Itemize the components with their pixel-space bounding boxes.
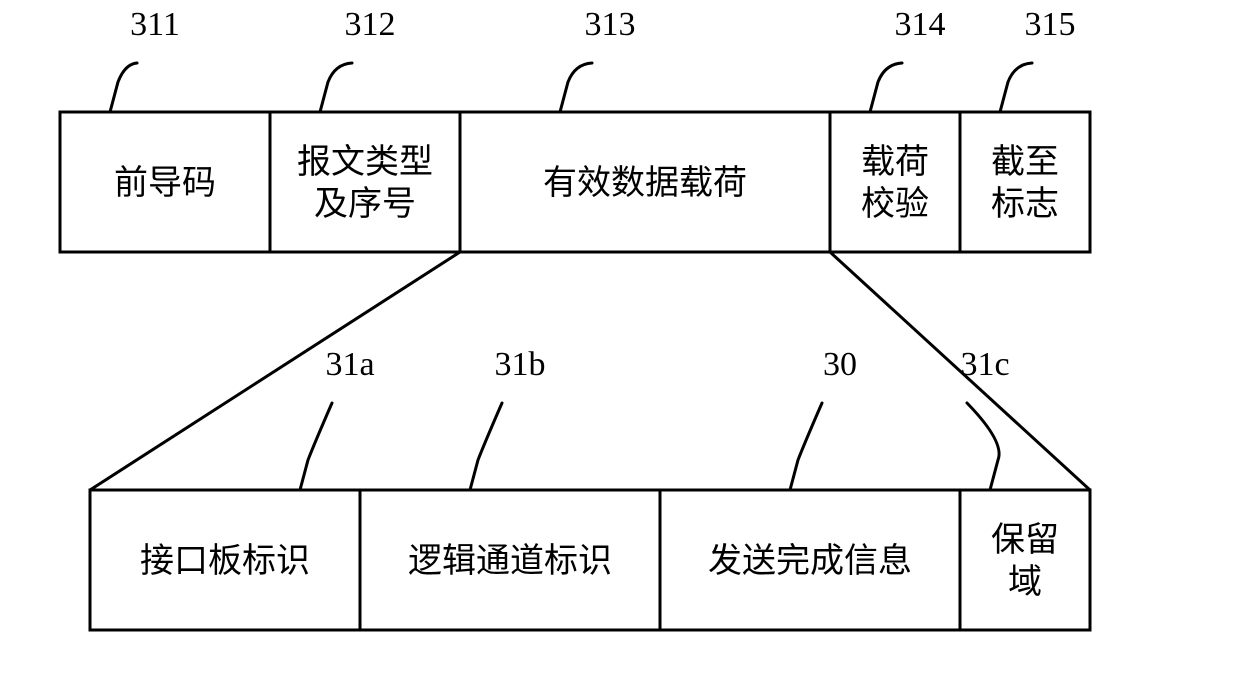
bottom-label-30: 30 bbox=[823, 346, 857, 383]
bottom-label-31b: 31b bbox=[495, 346, 546, 383]
bottom-text-31a-l0: 接口板标识 bbox=[140, 542, 310, 580]
bottom-label-31c: 31c bbox=[960, 346, 1009, 383]
bottom-callout-31a bbox=[300, 403, 332, 490]
top-callout-313 bbox=[560, 63, 592, 112]
bottom-callout-30 bbox=[790, 403, 822, 490]
top-box-312 bbox=[270, 112, 460, 252]
top-label-312: 312 bbox=[345, 6, 396, 43]
top-label-314: 314 bbox=[895, 6, 946, 43]
top-text-312-l0: 报文类型 bbox=[297, 143, 433, 181]
top-callout-314 bbox=[870, 63, 902, 112]
bottom-box-31c bbox=[960, 490, 1090, 630]
top-callout-315 bbox=[1000, 63, 1032, 112]
top-box-315 bbox=[960, 112, 1090, 252]
top-label-313: 313 bbox=[585, 6, 636, 43]
bottom-text-31c-l1: 域 bbox=[1008, 563, 1042, 601]
top-callout-312 bbox=[320, 63, 352, 112]
bottom-text-31c-l0: 保留 bbox=[991, 521, 1059, 559]
bottom-text-31b-l0: 逻辑通道标识 bbox=[408, 542, 612, 580]
packet-structure-diagram: 前导码 报文类型及序号 有效数据载荷 载荷校验 截至标志接口板标识 逻辑通道标识 发送完成信… bbox=[0, 0, 1240, 689]
top-box-314 bbox=[830, 112, 960, 252]
top-text-311-l0: 前导码 bbox=[114, 164, 216, 202]
bottom-text-30-l0: 发送完成信息 bbox=[708, 542, 912, 580]
top-text-315-l0: 截至 bbox=[991, 143, 1059, 181]
top-text-314-l1: 校验 bbox=[861, 185, 929, 223]
bottom-callout-31b bbox=[470, 403, 502, 490]
top-text-314-l0: 载荷 bbox=[861, 143, 929, 181]
top-callout-311 bbox=[110, 63, 137, 112]
top-text-315-l1: 标志 bbox=[991, 185, 1059, 223]
top-text-312-l1: 及序号 bbox=[314, 185, 416, 223]
expansion-line-left bbox=[90, 252, 460, 490]
top-text-313-l0: 有效数据载荷 bbox=[543, 164, 747, 202]
bottom-callout-31c bbox=[967, 403, 999, 490]
top-label-315: 315 bbox=[1025, 6, 1076, 43]
top-label-311: 311 bbox=[130, 6, 180, 43]
bottom-label-31a: 31a bbox=[325, 346, 374, 383]
